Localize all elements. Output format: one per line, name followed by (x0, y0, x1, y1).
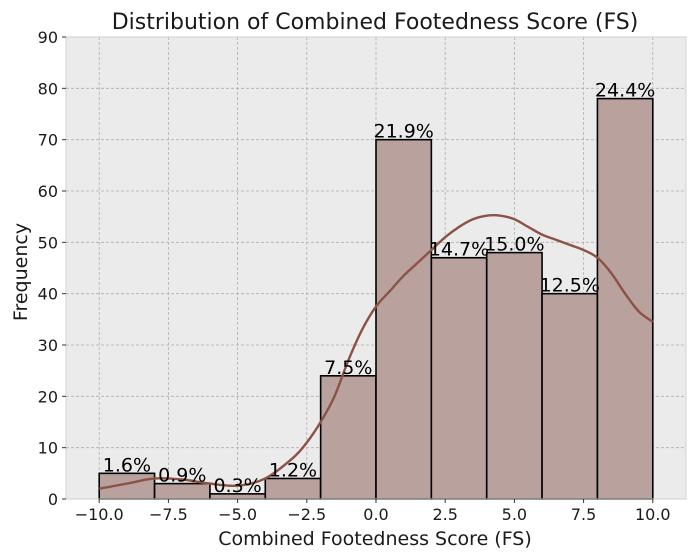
y-tick-label: 10 (38, 439, 58, 458)
x-tick-label: 10.0 (635, 505, 671, 524)
x-tick-label: 7.5 (571, 505, 596, 524)
y-tick-label: 80 (38, 79, 58, 98)
bar-value-label: 15.0% (484, 234, 544, 256)
histogram-bar (319, 374, 377, 500)
histogram-bar (541, 292, 599, 500)
x-tick-label: 2.5 (432, 505, 457, 524)
bar-value-label: 0.3% (213, 475, 261, 497)
y-tick-label: 40 (38, 285, 58, 304)
x-tick-label: 5.0 (502, 505, 527, 524)
histogram-bar (430, 256, 488, 500)
bar-value-label: 0.9% (158, 465, 206, 487)
chart-title: Distribution of Combined Footedness Scor… (112, 10, 639, 35)
bar-value-label: 14.7% (429, 239, 489, 261)
y-tick-label: 50 (38, 233, 58, 252)
histogram-bar (596, 97, 654, 500)
bar-labels: 1.6% 0.9% 0.3% 1.2% 7.5% 21.9% 14.7%15.0% 12.5%… (103, 80, 656, 497)
y-tick-label: 30 (38, 336, 58, 355)
x-tick-label: −10.0 (75, 505, 124, 524)
y-tick-label: 20 (38, 387, 58, 406)
bar-value-label: 7.5% (324, 357, 372, 379)
x-tick-label: −2.5 (287, 505, 326, 524)
x-axis-ticks: −10.0 −7.5 −5.0 −2.5 0.0 2.5 5.0 7.5 10.0 (75, 499, 671, 524)
histogram-bar (264, 477, 322, 500)
x-tick-label: −7.5 (149, 505, 188, 524)
y-tick-label: 70 (38, 131, 58, 150)
y-tick-label: 90 (38, 28, 58, 47)
bar-value-label: 21.9% (373, 121, 433, 143)
bar-value-label: 1.2% (269, 459, 317, 481)
kde-curve (98, 213, 654, 490)
x-axis-label: Combined Footedness Score (FS) (218, 528, 532, 550)
bar-value-label: 24.4% (595, 80, 655, 102)
histogram-bar (485, 251, 543, 500)
y-axis-ticks: 0 10 20 30 40 50 60 70 80 90 (38, 28, 66, 509)
x-tick-label: −5.0 (218, 505, 257, 524)
y-axis-label: Frequency (10, 223, 32, 321)
bar-value-label: 12.5% (540, 275, 600, 297)
bar-value-label: 1.6% (103, 454, 151, 476)
y-tick-label: 60 (38, 182, 58, 201)
histogram-bar (375, 138, 433, 500)
x-tick-label: 0.0 (363, 505, 388, 524)
y-tick-label: 0 (48, 490, 58, 509)
